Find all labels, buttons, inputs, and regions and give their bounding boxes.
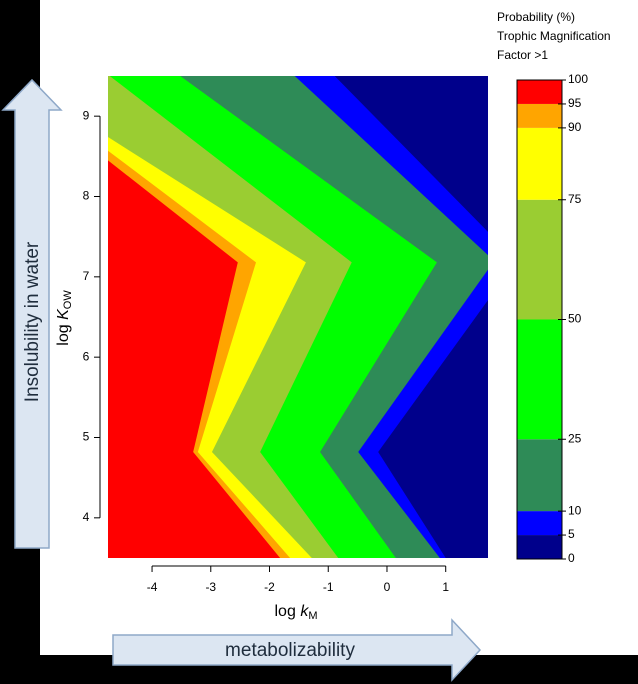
colorbar-tick-label: 90	[568, 120, 582, 134]
contour-area	[108, 76, 488, 558]
colorbar-title: Factor >1	[497, 48, 548, 62]
x-label-text: log	[275, 603, 296, 620]
colorbar-band	[517, 103, 562, 128]
y-tick-label: 5	[83, 430, 90, 444]
y-label-var: K	[55, 308, 72, 320]
colorbar-tick-label: 75	[568, 192, 582, 206]
colorbar-tick-label: 5	[568, 527, 575, 541]
right-arrow	[112, 618, 482, 682]
colorbar-band	[517, 511, 562, 536]
x-label-var: k	[300, 603, 309, 620]
colorbar-band	[517, 80, 562, 104]
y-label-sub: OW	[62, 290, 74, 310]
x-tick-label: -3	[205, 580, 216, 594]
axes: -4 -3 -2 -1 0 1 4 5 6 7 8 9	[83, 108, 450, 594]
colorbar-tick-label: 95	[568, 96, 582, 110]
colorbar-tick-label: 25	[568, 431, 582, 445]
colorbar-tick-label: 10	[568, 503, 582, 517]
colorbar-frame	[516, 79, 563, 560]
y-tick-label: 9	[83, 108, 90, 122]
x-tick-label: -1	[323, 580, 334, 594]
arrow-label: metabolizability	[225, 640, 355, 661]
x-tick-label: -2	[264, 580, 275, 594]
x-axis-label: log kM	[275, 603, 318, 622]
y-tick-label: 6	[83, 349, 90, 363]
y-tick-label: 4	[83, 510, 90, 524]
colorbar-tick-label: 50	[568, 312, 582, 326]
arrow-label: Insolubility in water	[22, 241, 43, 402]
colorbar-tick-label: 0	[568, 551, 575, 565]
y-tick-label: 8	[83, 189, 90, 203]
colorbar-title: Trophic Magnification	[497, 29, 611, 43]
x-tick-label: 0	[384, 580, 391, 594]
contour-band	[108, 160, 281, 558]
colorbar-band	[517, 535, 562, 559]
y-axis-label: log KOW	[55, 290, 74, 346]
colorbar-title: Probability (%)	[497, 10, 575, 24]
y-label-text: log	[55, 324, 72, 345]
colorbar-band	[517, 199, 562, 320]
up-arrow	[1, 78, 63, 549]
x-label-sub: M	[308, 610, 317, 622]
colorbar-band	[517, 439, 562, 512]
x-tick-label: -4	[147, 580, 158, 594]
y-tick-label: 7	[83, 269, 90, 283]
x-tick-label: 1	[442, 580, 449, 594]
colorbar-tick-label: 100	[568, 72, 588, 86]
colorbar-band	[517, 127, 562, 200]
colorbar-band	[517, 319, 562, 440]
